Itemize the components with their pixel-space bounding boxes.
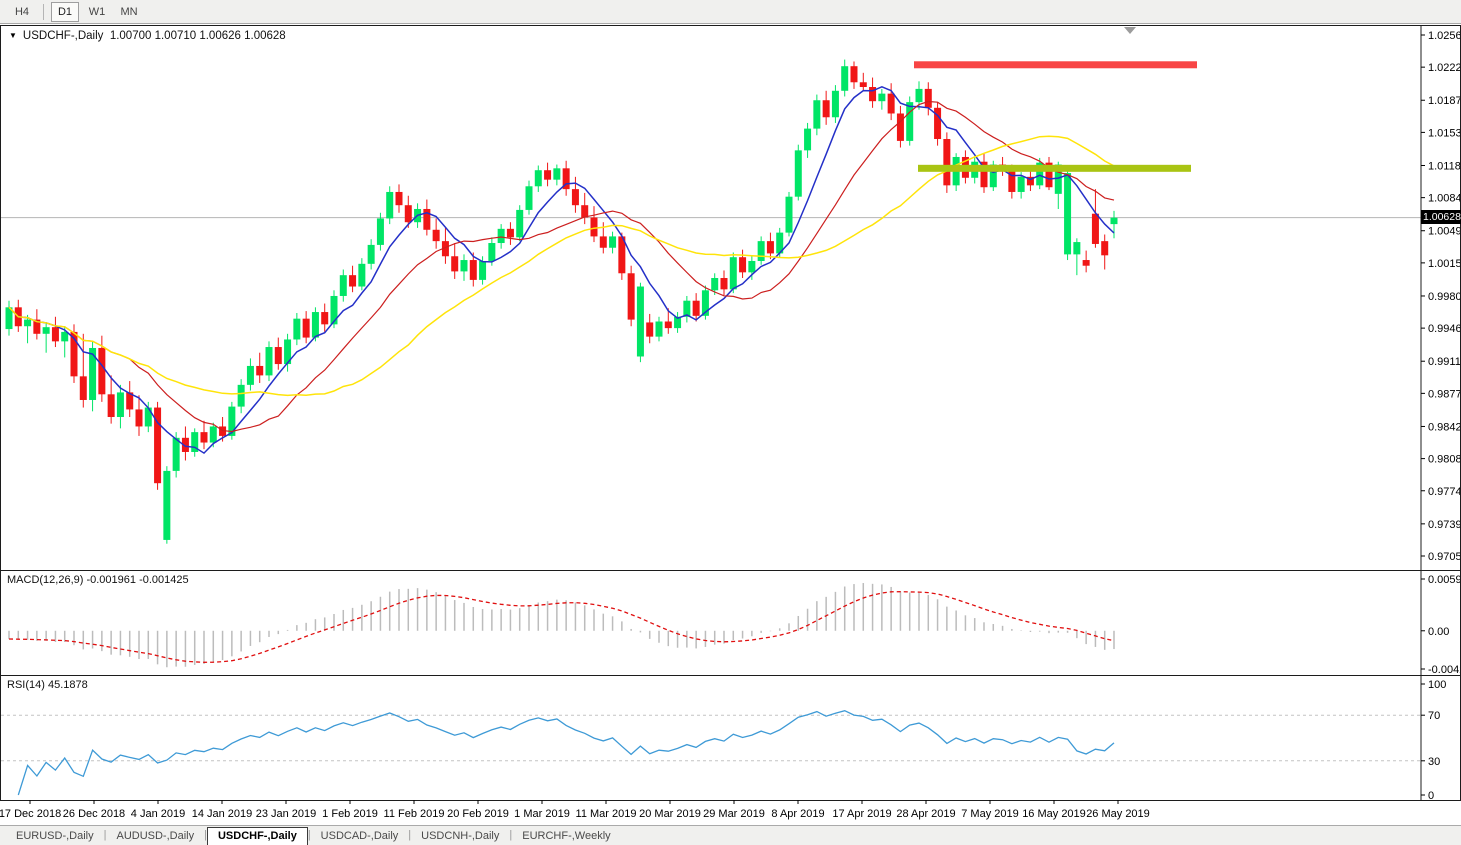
date-axis[interactable]: 17 Dec 2018 26 Dec 2018 4 Jan 2019 14 Jan 2… [0, 800, 1461, 826]
macd-indicator-label: MACD(12,26,9) -0.001961 -0.001425 [7, 574, 189, 586]
toolbar-divider [43, 3, 44, 20]
slow-ma-yellow [8, 135, 1115, 397]
chart-symbol-label: USDCHF-,Daily [22, 30, 104, 42]
tab-separator: | [408, 828, 412, 841]
svg-text:0: 0 [1428, 790, 1434, 800]
rsi-indicator-label: RSI(14) 45.1878 [7, 679, 88, 691]
current-price-label: 1.00628 [1421, 209, 1461, 224]
svg-text:23 Jan 2019: 23 Jan 2019 [256, 808, 317, 820]
svg-text:0.97050: 0.97050 [1428, 551, 1460, 563]
tab-audusd-daily[interactable]: AUDUSD-,Daily [116, 830, 195, 842]
macd-histogram [8, 583, 1115, 668]
rsi-line [17, 710, 1115, 796]
chart-title: ▼ USDCHF-,Daily 1.00700 1.00710 1.00626 1… [9, 30, 286, 42]
svg-text:1.01530: 1.01530 [1428, 127, 1460, 139]
tab-separator: | [307, 828, 311, 841]
chart-ohlc-text: 1.00700 1.00710 1.00626 1.00628 [109, 30, 286, 42]
mid-ma-red [8, 100, 1115, 433]
macd-signal-line [8, 591, 1115, 663]
date-axis-canvas: 17 Dec 2018 26 Dec 2018 4 Jan 2019 14 Jan 2… [0, 800, 1461, 820]
svg-text:1.01180: 1.01180 [1428, 160, 1460, 172]
price-panel[interactable]: 1.02560 1.02220 1.01870 1.01530 1.01180 1.008… [0, 25, 1461, 571]
timeframe-toolbar: H4 D1 W1 MN [0, 0, 1461, 24]
svg-text:0.00597: 0.00597 [1428, 574, 1460, 586]
tab-separator: | [103, 828, 107, 841]
svg-text:11 Mar 2019: 11 Mar 2019 [576, 808, 637, 820]
resistance-line[interactable] [914, 61, 1197, 69]
dropdown-triangle-icon: ▼ [9, 31, 17, 40]
svg-text:16 May 2019: 16 May 2019 [1022, 808, 1086, 820]
svg-text:26 Dec 2018: 26 Dec 2018 [63, 808, 125, 820]
svg-text:1.00490: 1.00490 [1428, 226, 1460, 238]
tab-separator: | [204, 828, 207, 841]
timeframe-button-w1[interactable]: W1 [88, 5, 106, 18]
macd-panel[interactable]: 0.00597 0.00 -0.004243 MACD(12,26,9) -0.00… [0, 570, 1461, 676]
svg-text:20 Feb 2019: 20 Feb 2019 [447, 808, 509, 820]
tab-eurusd-daily[interactable]: EURUSD-,Daily [16, 830, 94, 842]
chart-shift-marker-icon[interactable] [1124, 27, 1136, 34]
rsi-canvas: 100 70 30 0 [1, 676, 1446, 800]
fast-ma-blue [8, 85, 1115, 455]
svg-text:1.02560: 1.02560 [1428, 30, 1460, 42]
timeframe-button-h4[interactable]: H4 [14, 5, 30, 18]
svg-text:17 Apr 2019: 17 Apr 2019 [832, 808, 891, 820]
tab-eurchf-weekly[interactable]: EURCHF-,Weekly [522, 830, 611, 842]
tab-separator: | [509, 828, 513, 841]
support-line[interactable] [918, 164, 1191, 172]
svg-text:20 Mar 2019: 20 Mar 2019 [639, 808, 701, 820]
candles [5, 59, 1118, 544]
svg-text:8 Apr 2019: 8 Apr 2019 [771, 808, 824, 820]
svg-text:29 Mar 2019: 29 Mar 2019 [703, 808, 765, 820]
macd-canvas: 0.00597 0.00 -0.004243 [8, 571, 1460, 675]
svg-text:4 Jan 2019: 4 Jan 2019 [131, 808, 185, 820]
timeframe-button-d1[interactable]: D1 [51, 1, 79, 22]
symbol-tabbar: EURUSD-,Daily | AUDUSD-,Daily | USDCHF-,Dail… [0, 825, 1461, 845]
svg-text:17 Dec 2018: 17 Dec 2018 [0, 808, 61, 820]
tab-usdchf-daily[interactable]: USDCHF-,Daily [206, 827, 308, 845]
svg-text:1 Mar 2019: 1 Mar 2019 [514, 808, 570, 820]
price-chart-canvas[interactable]: 1.02560 1.02220 1.01870 1.01530 1.01180 1.008… [1, 26, 1460, 570]
tab-usdcad-daily[interactable]: USDCAD-,Daily [320, 830, 399, 842]
svg-text:14 Jan 2019: 14 Jan 2019 [192, 808, 253, 820]
svg-text:1.00840: 1.00840 [1428, 193, 1460, 205]
svg-text:70: 70 [1428, 710, 1440, 722]
svg-text:100: 100 [1428, 679, 1446, 691]
svg-text:30: 30 [1428, 756, 1440, 768]
svg-text:28 Apr 2019: 28 Apr 2019 [896, 808, 955, 820]
svg-text:-0.004243: -0.004243 [1428, 664, 1460, 675]
tab-usdcnh-daily[interactable]: USDCNH-,Daily [421, 830, 500, 842]
svg-text:7 May 2019: 7 May 2019 [961, 808, 1018, 820]
timeframe-button-mn[interactable]: MN [120, 5, 138, 18]
svg-text:0.00: 0.00 [1428, 626, 1449, 638]
svg-text:1.02220: 1.02220 [1428, 62, 1460, 74]
rsi-panel[interactable]: 100 70 30 0 RSI(14) 45.1878 [0, 675, 1461, 801]
svg-text:11 Feb 2019: 11 Feb 2019 [384, 808, 445, 820]
svg-text:1 Feb 2019: 1 Feb 2019 [322, 808, 378, 820]
svg-text:1.01870: 1.01870 [1428, 95, 1460, 107]
svg-text:26 May 2019: 26 May 2019 [1086, 808, 1150, 820]
